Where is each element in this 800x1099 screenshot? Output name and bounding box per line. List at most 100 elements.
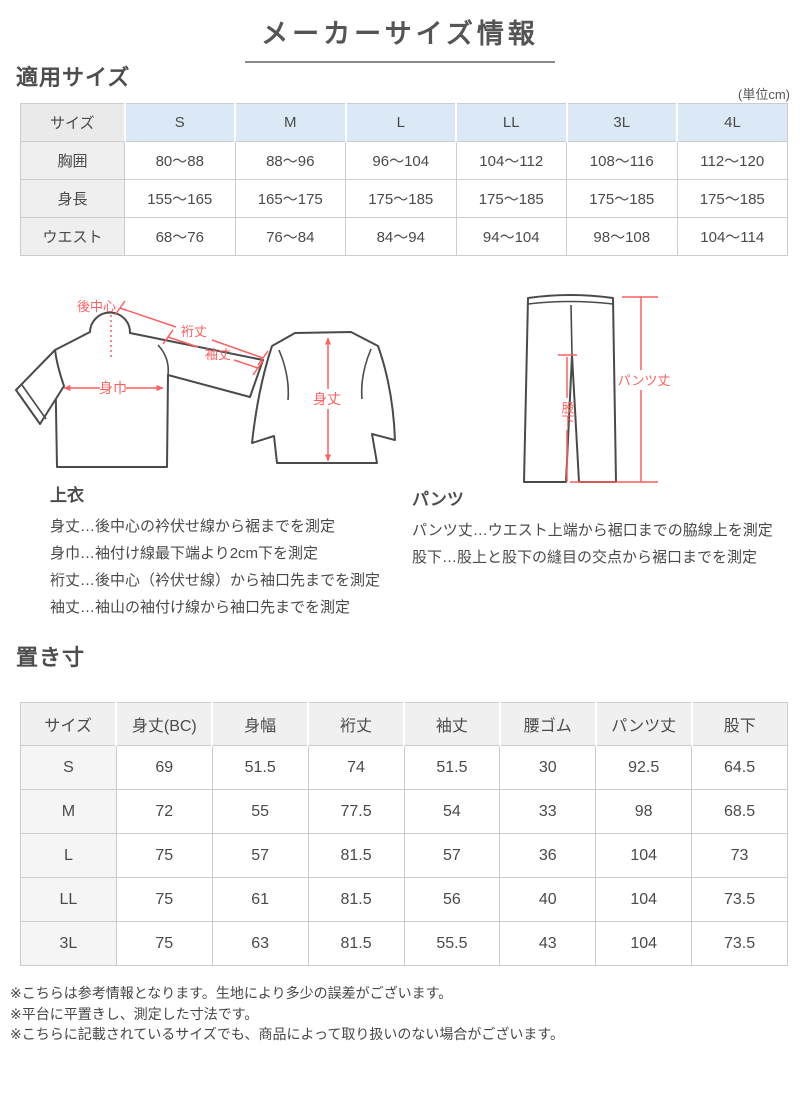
table-cell: 69	[115, 745, 213, 790]
table-cell: 88〜96	[234, 141, 346, 180]
table-cell: 51.5	[211, 745, 309, 790]
row-label: LL	[20, 877, 117, 922]
table-cell: 68.5	[691, 789, 788, 834]
tops-measure-annotations: 後中心 裄丈 袖丈 身巾	[63, 299, 269, 396]
table-cell: 96〜104	[345, 141, 457, 180]
table-cell: 81.5	[307, 921, 405, 966]
table-cell: 104	[595, 877, 693, 922]
table-cell: 55	[211, 789, 309, 834]
table-cell: 92.5	[595, 745, 693, 790]
table-cell: 104	[595, 921, 693, 966]
table-cell: 55.5	[403, 921, 501, 966]
table-cell: 73.5	[691, 921, 788, 966]
label-pants-length: パンツ丈	[618, 373, 671, 388]
tops-notes: 上衣 身丈…後中心の衿伏せ線から裾までを測定 身巾…袖付け線最下端より2cm下を…	[50, 481, 410, 621]
column-header: 身丈(BC)	[115, 702, 213, 746]
row-label: 身長	[20, 179, 125, 218]
table-cell: 98〜108	[566, 217, 678, 256]
column-header: パンツ丈	[594, 702, 693, 746]
footnote-line: ※こちらは参考情報となります。生地により多少の誤差がございます。	[10, 985, 453, 1001]
column-header: S	[123, 103, 236, 142]
row-label: 胸囲	[20, 141, 125, 180]
table-cell: 61	[211, 877, 309, 922]
table-header-row: サイズ S M L LL 3L 4L	[20, 103, 788, 142]
table-row: 3L 75 63 81.5 55.5 43 104 73.5	[20, 921, 788, 966]
table-cell: 64.5	[691, 745, 788, 790]
table-cell: 75	[115, 877, 213, 922]
row-label: 3L	[20, 921, 117, 966]
table-cell: 57	[403, 833, 501, 878]
column-header: M	[234, 103, 346, 142]
row-label: S	[20, 745, 117, 790]
table-row: 身長 155〜165 165〜175 175〜185 175〜185 175〜1…	[20, 179, 788, 218]
unit-note: (単位cm)	[738, 87, 790, 102]
title-area: メーカーサイズ情報	[0, 12, 800, 63]
tops-note-line: 身巾…袖付け線最下端より2cm下を測定	[50, 545, 319, 562]
table-cell: 98	[595, 789, 693, 834]
table-cell: 68〜76	[124, 217, 236, 256]
pants-notes-heading: パンツ	[412, 490, 464, 509]
tops-back-measure-annotations: 身丈	[313, 337, 341, 462]
table-cell: 57	[211, 833, 309, 878]
tops-front-illustration	[15, 311, 264, 468]
table-cell: 40	[499, 877, 597, 922]
table-cell: 81.5	[307, 877, 405, 922]
table-cell: 77.5	[307, 789, 405, 834]
label-sleeve-length: 袖丈	[205, 347, 231, 362]
column-header: サイズ	[20, 702, 117, 746]
table-row: ウエスト 68〜76 76〜84 84〜94 94〜104 98〜108 104…	[20, 217, 788, 256]
applicable-size-table: サイズ S M L LL 3L 4L 胸囲 80〜88 88〜96 96〜104…	[20, 103, 788, 256]
column-header: 裄丈	[307, 702, 405, 746]
table-cell: 84〜94	[345, 217, 457, 256]
section-heading-flat-measurements: 置き寸	[16, 645, 86, 670]
table-cell: 75	[115, 921, 213, 966]
section-heading-applicable-size: 適用サイズ	[16, 65, 131, 90]
table-cell: 165〜175	[234, 179, 346, 218]
table-cell: 112〜120	[676, 141, 788, 180]
tops-note-line: 身丈…後中心の衿伏せ線から裾までを測定	[50, 518, 336, 535]
table-row: 胸囲 80〜88 88〜96 96〜104 104〜112 108〜116 11…	[20, 141, 788, 180]
tops-note-line: 袖丈…袖山の袖付け線から袖口先までを測定	[50, 599, 351, 616]
table-cell: 175〜185	[455, 179, 567, 218]
footnotes: ※こちらは参考情報となります。生地により多少の誤差がございます。 ※平台に平置き…	[10, 983, 790, 1045]
table-cell: 43	[499, 921, 597, 966]
table-row: L 75 57 81.5 57 36 104 73	[20, 833, 788, 878]
row-label: L	[20, 833, 117, 878]
table-cell: 73.5	[691, 877, 788, 922]
label-inseam: 股下	[560, 401, 575, 427]
table-cell: 63	[211, 921, 309, 966]
pants-note-line: パンツ丈…ウエスト上端から裾口までの脇線上を測定	[412, 522, 773, 539]
column-header: 身幅	[211, 702, 309, 746]
column-header: 股下	[690, 702, 788, 746]
table-cell: 54	[403, 789, 501, 834]
column-header: LL	[455, 103, 567, 142]
table-row: S 69 51.5 74 51.5 30 92.5 64.5	[20, 745, 788, 790]
table-cell: 30	[499, 745, 597, 790]
label-back-center: 後中心	[77, 299, 116, 314]
page-title: メーカーサイズ情報	[245, 12, 555, 63]
tops-note-line: 裄丈…後中心（衿伏せ線）から袖口先までを測定	[50, 572, 381, 589]
pants-notes: パンツ パンツ丈…ウエスト上端から裾口までの脇線上を測定 股下…股上と股下の縫目…	[412, 485, 792, 571]
row-label: ウエスト	[20, 217, 125, 256]
footnote-line: ※こちらに記載されているサイズでも、商品によって取り扱いのない場合がございます。	[10, 1026, 564, 1042]
table-cell: 104〜114	[676, 217, 788, 256]
column-header: 袖丈	[403, 702, 501, 746]
table-cell: 56	[403, 877, 501, 922]
table-cell: 108〜116	[566, 141, 678, 180]
label-body-length: 身丈	[313, 391, 341, 407]
table-row: M 72 55 77.5 54 33 98 68.5	[20, 789, 788, 834]
table-cell: 104〜112	[455, 141, 567, 180]
table-cell: 80〜88	[124, 141, 236, 180]
label-body-width: 身巾	[99, 380, 127, 396]
table-cell: 175〜185	[676, 179, 788, 218]
footnote-line: ※平台に平置きし、測定した寸法です。	[10, 1005, 259, 1022]
pants-illustration	[523, 294, 617, 483]
column-header: 3L	[565, 103, 678, 142]
table-header-row: サイズ 身丈(BC) 身幅 裄丈 袖丈 腰ゴム パンツ丈 股下	[20, 702, 788, 746]
table-cell: 33	[499, 789, 597, 834]
measurement-diagram: 後中心 裄丈 袖丈 身巾 身丈 パンツ	[15, 294, 671, 483]
row-label: M	[20, 789, 117, 834]
table-cell: 36	[499, 833, 597, 878]
pants-measure-annotations: パンツ丈 股下	[558, 296, 671, 483]
table-cell: 73	[691, 833, 788, 878]
